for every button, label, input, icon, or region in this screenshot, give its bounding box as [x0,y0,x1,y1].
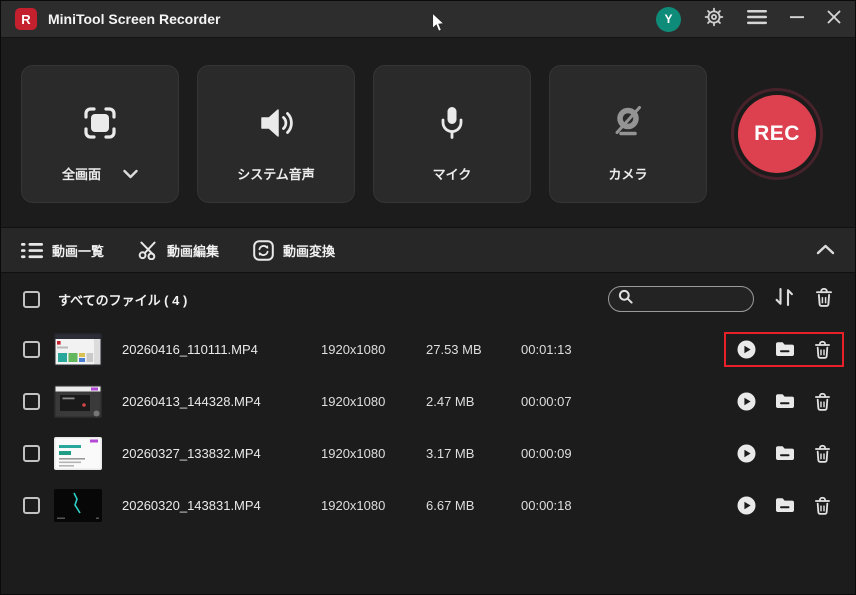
app-logo-icon: R [15,8,37,30]
delete-all-button[interactable] [815,287,833,312]
row-checkbox[interactable] [23,340,40,358]
delete-button[interactable] [814,392,831,411]
convert-icon [253,239,274,261]
app-title: MiniTool Screen Recorder [48,11,221,27]
file-name: 20260327_133832.MP4 [122,445,261,461]
row-checkbox[interactable] [23,496,40,514]
open-folder-button[interactable] [775,445,795,461]
sort-icon [774,286,795,313]
tab-video-edit[interactable]: 動画編集 [138,240,219,260]
play-button[interactable] [737,496,756,515]
video-thumbnail[interactable] [54,332,102,366]
file-name: 20260413_144328.MP4 [122,393,261,409]
video-thumbnail[interactable] [54,436,102,470]
row-actions-highlighted [724,331,844,367]
microphone-card[interactable]: マイク [373,65,531,203]
close-button[interactable] [827,10,841,29]
delete-button[interactable] [814,444,831,463]
file-resolution: 1920x1080 [321,341,386,357]
search-icon [618,289,633,309]
sort-button[interactable] [774,286,795,313]
tab-video-edit-label: 動画編集 [167,243,220,259]
file-size: 27.53 MB [426,341,482,357]
camera-off-icon [606,100,650,146]
file-resolution: 1920x1080 [321,393,386,409]
minimize-icon [790,10,804,29]
play-button[interactable] [737,340,756,359]
trash-icon [815,287,833,312]
file-row[interactable]: 20260413_144328.MP4 1920x1080 2.47 MB 00… [1,375,855,427]
camera-card[interactable]: カメラ [549,65,707,203]
file-size: 2.47 MB [426,393,475,409]
file-duration: 00:00:09 [521,445,572,461]
recording-controls: 全画面 システム音声 [1,38,855,227]
capture-area-label: 全画面 [61,167,101,182]
search-input[interactable] [639,291,745,307]
tab-video-list[interactable]: 動画一覧 [21,241,104,260]
gear-icon [704,7,724,32]
file-resolution: 1920x1080 [321,497,386,513]
filelist-header: すべてのファイル ( 4 ) [1,275,855,323]
chevron-down-icon[interactable] [123,169,138,179]
close-icon [827,10,841,29]
camera-label: カメラ [608,167,648,182]
row-checkbox[interactable] [23,444,40,462]
file-size: 6.67 MB [426,497,475,513]
tab-video-convert-label: 動画変換 [283,243,336,259]
microphone-icon [430,100,474,146]
chevron-up-icon [816,242,835,260]
rec-button-wrap: REC [731,88,823,180]
system-audio-label: システム音声 [237,167,315,182]
list-icon [21,241,43,260]
capture-area-card[interactable]: 全画面 [21,65,179,203]
settings-button[interactable] [704,7,724,32]
delete-button[interactable] [814,340,831,359]
collapse-panel-button[interactable] [816,228,835,274]
file-row[interactable]: 20260327_133832.MP4 1920x1080 3.17 MB 00… [1,427,855,479]
rec-button-label: REC [738,95,816,173]
row-actions [735,392,833,411]
file-name: 20260416_110111.MP4 [122,341,258,357]
row-actions [735,444,833,463]
hamburger-menu-icon [747,9,767,30]
file-name: 20260320_143831.MP4 [122,497,261,513]
file-duration: 00:01:13 [521,341,572,357]
play-button[interactable] [737,392,756,411]
file-resolution: 1920x1080 [321,445,386,461]
tab-video-convert[interactable]: 動画変換 [253,239,336,261]
microphone-label: マイク [432,167,472,182]
speaker-icon [254,100,298,146]
video-thumbnail[interactable] [54,384,102,418]
open-folder-button[interactable] [775,497,795,513]
video-thumbnail[interactable] [54,488,102,522]
rec-button[interactable]: REC [731,88,823,180]
main-menu-button[interactable] [747,9,767,30]
user-avatar[interactable]: Y [656,6,681,32]
file-row[interactable]: 20260416_110111.MP4 1920x1080 27.53 MB 0… [1,323,855,375]
row-checkbox[interactable] [23,392,40,410]
file-size: 3.17 MB [426,445,475,461]
delete-button[interactable] [814,496,831,515]
play-button[interactable] [737,444,756,463]
tab-video-list-label: 動画一覧 [52,243,105,259]
scissors-icon [138,240,158,260]
minimize-button[interactable] [790,10,804,29]
open-folder-button[interactable] [775,341,795,357]
open-folder-button[interactable] [775,393,795,409]
system-audio-card[interactable]: システム音声 [197,65,355,203]
select-all-checkbox[interactable] [23,290,40,308]
row-actions [735,496,833,515]
file-row[interactable]: 20260320_143831.MP4 1920x1080 6.67 MB 00… [1,479,855,531]
search-box[interactable] [608,286,754,312]
tabbar: 動画一覧 動画編集 [1,227,855,273]
file-duration: 00:00:18 [521,497,572,513]
filelist-title: すべてのファイル ( 4 ) [58,292,188,308]
fullscreen-icon [78,100,122,146]
file-duration: 00:00:07 [521,393,572,409]
titlebar: R MiniTool Screen Recorder Y [1,1,855,38]
